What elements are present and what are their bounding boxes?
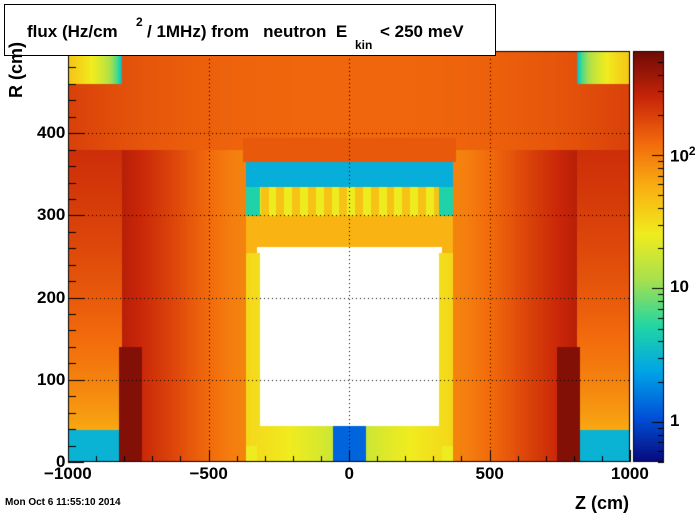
y-tick-label: 200 xyxy=(37,287,66,307)
title-superscript: 2 xyxy=(136,15,143,29)
x-tick-label: 500 xyxy=(475,464,504,483)
title-part-post: < 250 meV xyxy=(380,22,464,41)
colorbar-tick-label: 1 xyxy=(670,410,680,430)
chart-title: flux (Hz/cm 2 / 1MHz) from neutron E kin… xyxy=(4,4,496,56)
title-part-pre: flux (Hz/cm xyxy=(27,22,118,41)
title-part-mid: / 1MHz) from neutron E xyxy=(147,22,348,41)
colorbar-tick-label: 10 xyxy=(670,277,689,297)
y-tick-label: 0 xyxy=(56,452,66,471)
x-tick-label: −1000 xyxy=(44,464,92,483)
x-tick-label: 1000 xyxy=(611,464,649,483)
timestamp: Mon Oct 6 11:55:10 2014 xyxy=(5,497,121,508)
y-tick-label: 300 xyxy=(37,205,66,225)
colorbar-tick-label: 102 xyxy=(670,143,696,166)
y-tick-label: 400 xyxy=(37,123,66,143)
y-tick-label: 100 xyxy=(37,369,66,389)
x-tick-label: 0 xyxy=(344,464,354,483)
title-subscript: kin xyxy=(355,38,373,52)
x-axis-title: Z (cm) xyxy=(575,493,629,513)
y-axis-title: R (cm) xyxy=(6,41,26,98)
x-tick-label: −500 xyxy=(189,464,228,483)
